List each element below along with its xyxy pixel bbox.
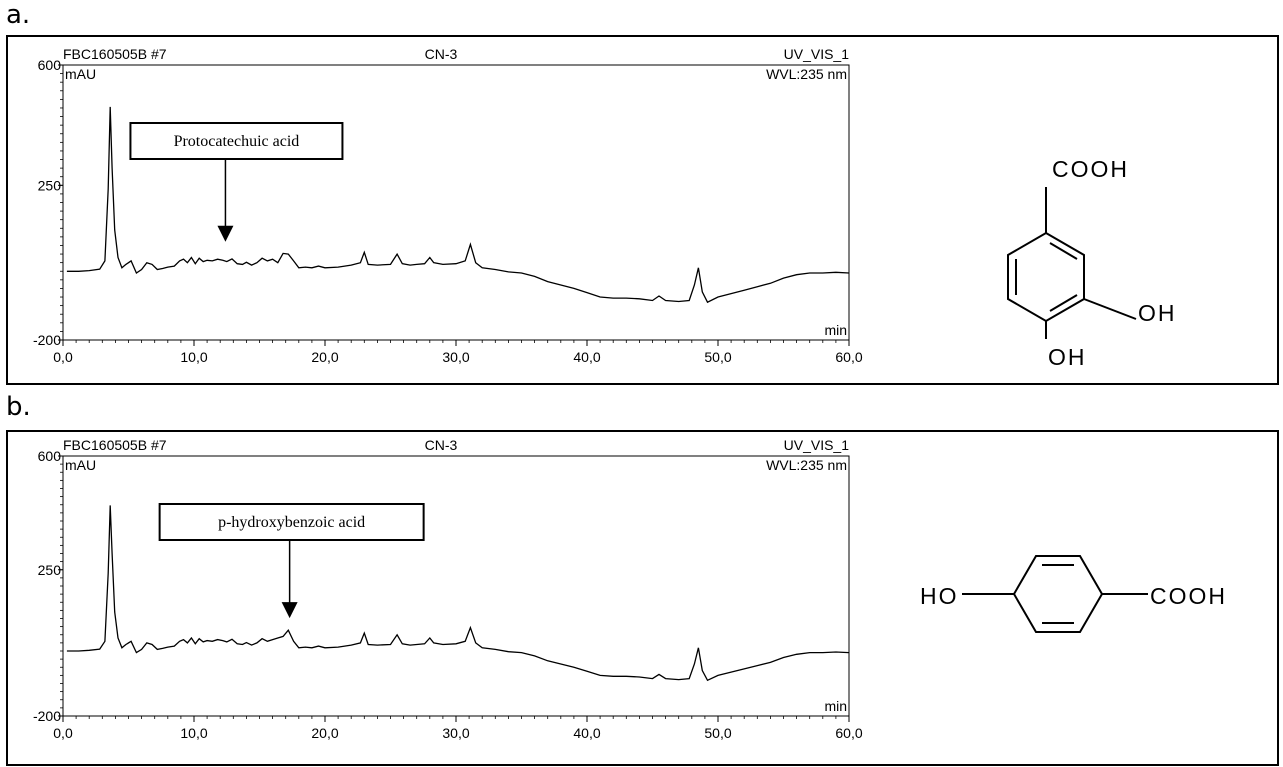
y-tick-label: 250: [38, 562, 62, 578]
panel-b-letter: b.: [6, 392, 31, 422]
plot-frame: [62, 455, 850, 717]
oh-label-meta: OH: [1138, 300, 1177, 326]
annotation-box: [129, 122, 344, 160]
header-center: CN-3: [425, 437, 458, 453]
header-left: FBC160505B #7: [63, 437, 167, 453]
x-tick-label: 20,0: [311, 349, 338, 365]
cooh-label-b: COOH: [1150, 583, 1227, 609]
x-tick-label: 10,0: [180, 725, 207, 741]
y-tick-label: 600: [38, 448, 62, 464]
x-tick-label: 50,0: [704, 725, 731, 741]
chromatogram-b: FBC160505B #7 CN-3 UV_VIS_1 WVL:235 nm mAU mi…: [33, 437, 863, 741]
p-hydroxybenzoic-acid-structure: HO COOH: [920, 555, 1227, 633]
protocatechuic-acid-structure: COOH OH OH: [1007, 156, 1177, 370]
panel-a: FBC160505B #7 CN-3 UV_VIS_1 WVL:235 nm mAU mi…: [6, 35, 1279, 385]
panel-b: FBC160505B #7 CN-3 UV_VIS_1 WVL:235 nm mAU mi…: [6, 430, 1279, 766]
y-tick-label: 600: [38, 57, 62, 73]
x-axis-unit: min: [824, 322, 847, 338]
annotation-arrow-head: [281, 602, 298, 619]
header-right-wvl: WVL:235 nm: [766, 457, 847, 473]
x-tick-label: 30,0: [442, 349, 469, 365]
x-tick-label: 0,0: [53, 725, 73, 741]
y-tick-label: -200: [33, 332, 61, 348]
cooh-label: COOH: [1052, 156, 1129, 182]
plot-frame: [62, 64, 850, 341]
header-right: UV_VIS_1: [784, 437, 850, 453]
oh-label-para: OH: [1048, 344, 1087, 370]
header-right: UV_VIS_1: [784, 46, 850, 62]
x-tick-label: 60,0: [835, 725, 862, 741]
annotation-label: Protocatechuic acid: [174, 133, 300, 150]
y-tick-label: -200: [33, 708, 61, 724]
annotation-box: [158, 503, 425, 541]
annotation-label: p-hydroxybenzoic acid: [218, 514, 365, 531]
panel-a-letter: a.: [6, 0, 31, 30]
ho-label: HO: [920, 583, 959, 609]
x-tick-label: 20,0: [311, 725, 338, 741]
x-tick-label: 50,0: [704, 349, 731, 365]
header-center: CN-3: [425, 46, 458, 62]
y-tick-label: 250: [38, 177, 62, 193]
x-tick-label: 0,0: [53, 349, 73, 365]
annotation-arrow-head: [217, 225, 234, 242]
x-tick-label: 30,0: [442, 725, 469, 741]
x-tick-label: 40,0: [573, 349, 600, 365]
header-right-wvl: WVL:235 nm: [766, 66, 847, 82]
x-tick-label: 10,0: [180, 349, 207, 365]
header-left: FBC160505B #7: [63, 46, 167, 62]
y-axis-unit: mAU: [65, 66, 96, 82]
chromatogram-a: FBC160505B #7 CN-3 UV_VIS_1 WVL:235 nm mAU mi…: [33, 46, 863, 365]
chromatogram-trace: [66, 505, 850, 682]
y-axis-unit: mAU: [65, 457, 96, 473]
x-tick-label: 40,0: [573, 725, 600, 741]
x-tick-label: 60,0: [835, 349, 862, 365]
x-axis-unit: min: [824, 698, 847, 714]
chromatogram-trace: [66, 106, 850, 304]
